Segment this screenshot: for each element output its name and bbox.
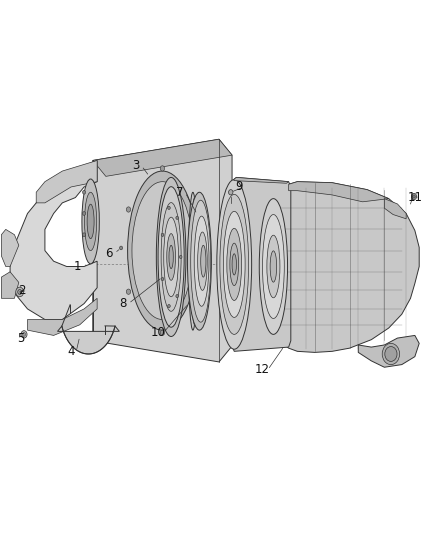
Ellipse shape <box>168 304 170 308</box>
Polygon shape <box>1 272 19 298</box>
Polygon shape <box>232 177 291 351</box>
Ellipse shape <box>126 207 131 212</box>
Polygon shape <box>93 139 232 176</box>
Ellipse shape <box>385 346 397 361</box>
Ellipse shape <box>220 195 249 334</box>
Polygon shape <box>10 160 97 319</box>
Text: 2: 2 <box>18 284 26 297</box>
Ellipse shape <box>232 254 237 275</box>
Ellipse shape <box>191 198 198 325</box>
Polygon shape <box>36 160 97 203</box>
Text: 5: 5 <box>17 332 25 344</box>
Ellipse shape <box>85 192 97 251</box>
Text: 3: 3 <box>133 159 140 172</box>
Ellipse shape <box>217 180 252 349</box>
Ellipse shape <box>176 216 178 220</box>
Ellipse shape <box>158 187 184 327</box>
Ellipse shape <box>194 289 198 294</box>
Text: 6: 6 <box>106 247 113 260</box>
Text: 12: 12 <box>255 364 270 376</box>
Ellipse shape <box>191 200 211 322</box>
Ellipse shape <box>187 192 212 330</box>
Ellipse shape <box>132 182 193 319</box>
Ellipse shape <box>223 212 245 317</box>
Text: 11: 11 <box>407 191 422 204</box>
Polygon shape <box>358 335 419 367</box>
Ellipse shape <box>87 204 94 239</box>
Polygon shape <box>28 298 97 335</box>
Ellipse shape <box>82 233 85 237</box>
Ellipse shape <box>168 206 170 209</box>
Ellipse shape <box>229 190 233 195</box>
Ellipse shape <box>413 195 415 198</box>
Text: 8: 8 <box>120 297 127 310</box>
Polygon shape <box>57 326 120 354</box>
Ellipse shape <box>160 166 165 171</box>
Ellipse shape <box>161 203 181 311</box>
Polygon shape <box>385 199 406 219</box>
Ellipse shape <box>16 287 24 297</box>
Ellipse shape <box>127 171 197 330</box>
Ellipse shape <box>161 278 164 281</box>
Ellipse shape <box>82 179 99 264</box>
Ellipse shape <box>180 255 182 259</box>
Ellipse shape <box>120 246 123 250</box>
Polygon shape <box>93 139 232 362</box>
Ellipse shape <box>126 289 131 294</box>
Ellipse shape <box>201 245 206 277</box>
Ellipse shape <box>176 295 178 298</box>
Polygon shape <box>289 182 389 202</box>
Ellipse shape <box>227 228 242 301</box>
Ellipse shape <box>194 216 209 306</box>
Ellipse shape <box>267 235 280 298</box>
Text: 7: 7 <box>176 186 184 199</box>
Ellipse shape <box>169 245 173 269</box>
Text: 10: 10 <box>151 326 166 340</box>
Ellipse shape <box>411 193 417 200</box>
Ellipse shape <box>262 215 284 318</box>
Ellipse shape <box>82 212 85 215</box>
Text: 9: 9 <box>235 181 242 193</box>
Polygon shape <box>234 177 289 183</box>
Ellipse shape <box>259 199 288 334</box>
Ellipse shape <box>156 177 186 336</box>
Ellipse shape <box>382 343 399 365</box>
Ellipse shape <box>198 232 207 290</box>
Polygon shape <box>271 182 419 352</box>
Text: 1: 1 <box>74 260 81 273</box>
Ellipse shape <box>167 233 176 280</box>
Ellipse shape <box>230 243 239 286</box>
Ellipse shape <box>82 190 85 194</box>
Ellipse shape <box>270 251 277 282</box>
Ellipse shape <box>188 192 197 330</box>
Ellipse shape <box>18 289 21 294</box>
Ellipse shape <box>161 233 164 237</box>
Ellipse shape <box>21 330 27 338</box>
Ellipse shape <box>194 207 198 212</box>
Ellipse shape <box>164 217 179 297</box>
Ellipse shape <box>160 330 165 335</box>
Polygon shape <box>1 229 19 266</box>
Text: 4: 4 <box>67 345 75 358</box>
Ellipse shape <box>22 333 25 336</box>
